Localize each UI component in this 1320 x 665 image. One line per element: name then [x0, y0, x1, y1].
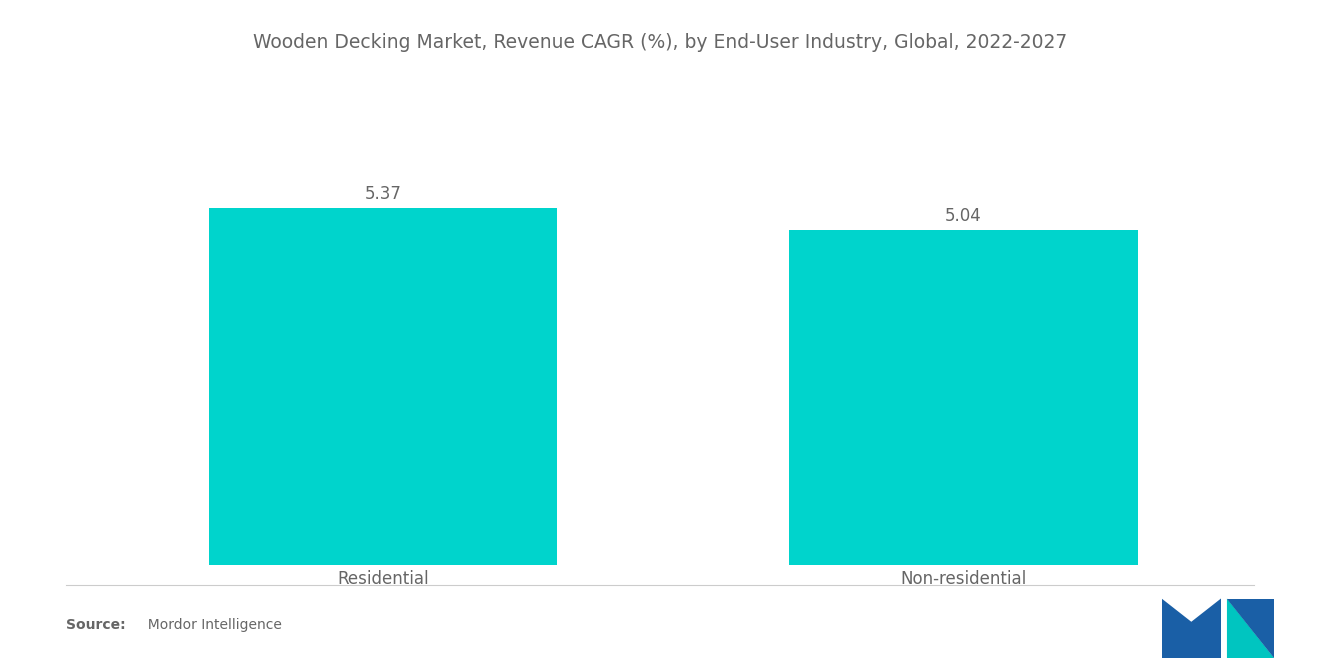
Bar — [209, 208, 557, 565]
Text: 5.04: 5.04 — [945, 207, 982, 225]
Bar — [789, 230, 1138, 565]
Text: Mordor Intelligence: Mordor Intelligence — [139, 618, 281, 632]
Polygon shape — [1226, 598, 1274, 658]
Polygon shape — [1162, 598, 1221, 658]
Text: 5.37: 5.37 — [364, 186, 401, 203]
Polygon shape — [1226, 598, 1274, 658]
Text: Wooden Decking Market, Revenue CAGR (%), by End-User Industry, Global, 2022-2027: Wooden Decking Market, Revenue CAGR (%),… — [253, 33, 1067, 53]
Text: Source:: Source: — [66, 618, 125, 632]
